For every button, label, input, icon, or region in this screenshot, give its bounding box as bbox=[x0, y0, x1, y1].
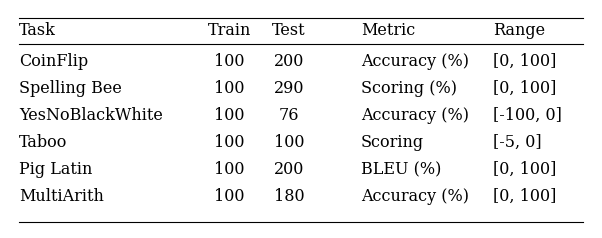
Text: 100: 100 bbox=[214, 188, 244, 205]
Text: YesNoBlackWhite: YesNoBlackWhite bbox=[19, 107, 163, 124]
Text: CoinFlip: CoinFlip bbox=[19, 53, 88, 70]
Text: Test: Test bbox=[272, 22, 306, 39]
Text: Train: Train bbox=[208, 22, 251, 39]
Text: 100: 100 bbox=[214, 107, 244, 124]
Text: Pig Latin: Pig Latin bbox=[19, 161, 93, 178]
Text: MultiArith: MultiArith bbox=[19, 188, 104, 205]
Text: [0, 100]: [0, 100] bbox=[493, 161, 556, 178]
Text: 100: 100 bbox=[274, 134, 304, 151]
Text: Accuracy (%): Accuracy (%) bbox=[361, 107, 469, 124]
Text: [0, 100]: [0, 100] bbox=[493, 80, 556, 97]
Text: 200: 200 bbox=[274, 53, 304, 70]
Text: Task: Task bbox=[19, 22, 56, 39]
Text: Scoring: Scoring bbox=[361, 134, 424, 151]
Text: [-100, 0]: [-100, 0] bbox=[493, 107, 562, 124]
Text: Metric: Metric bbox=[361, 22, 415, 39]
Text: 76: 76 bbox=[279, 107, 299, 124]
Text: 100: 100 bbox=[214, 134, 244, 151]
Text: Accuracy (%): Accuracy (%) bbox=[361, 53, 469, 70]
Text: [0, 100]: [0, 100] bbox=[493, 53, 556, 70]
Text: Range: Range bbox=[493, 22, 545, 39]
Text: 100: 100 bbox=[214, 80, 244, 97]
Text: BLEU (%): BLEU (%) bbox=[361, 161, 441, 178]
Text: 290: 290 bbox=[274, 80, 304, 97]
Text: [0, 100]: [0, 100] bbox=[493, 188, 556, 205]
Text: Taboo: Taboo bbox=[19, 134, 68, 151]
Text: Scoring (%): Scoring (%) bbox=[361, 80, 457, 97]
Text: [-5, 0]: [-5, 0] bbox=[493, 134, 541, 151]
Text: 200: 200 bbox=[274, 161, 304, 178]
Text: 180: 180 bbox=[274, 188, 305, 205]
Text: Accuracy (%): Accuracy (%) bbox=[361, 188, 469, 205]
Text: Spelling Bee: Spelling Bee bbox=[19, 80, 122, 97]
Text: 100: 100 bbox=[214, 53, 244, 70]
Text: 100: 100 bbox=[214, 161, 244, 178]
